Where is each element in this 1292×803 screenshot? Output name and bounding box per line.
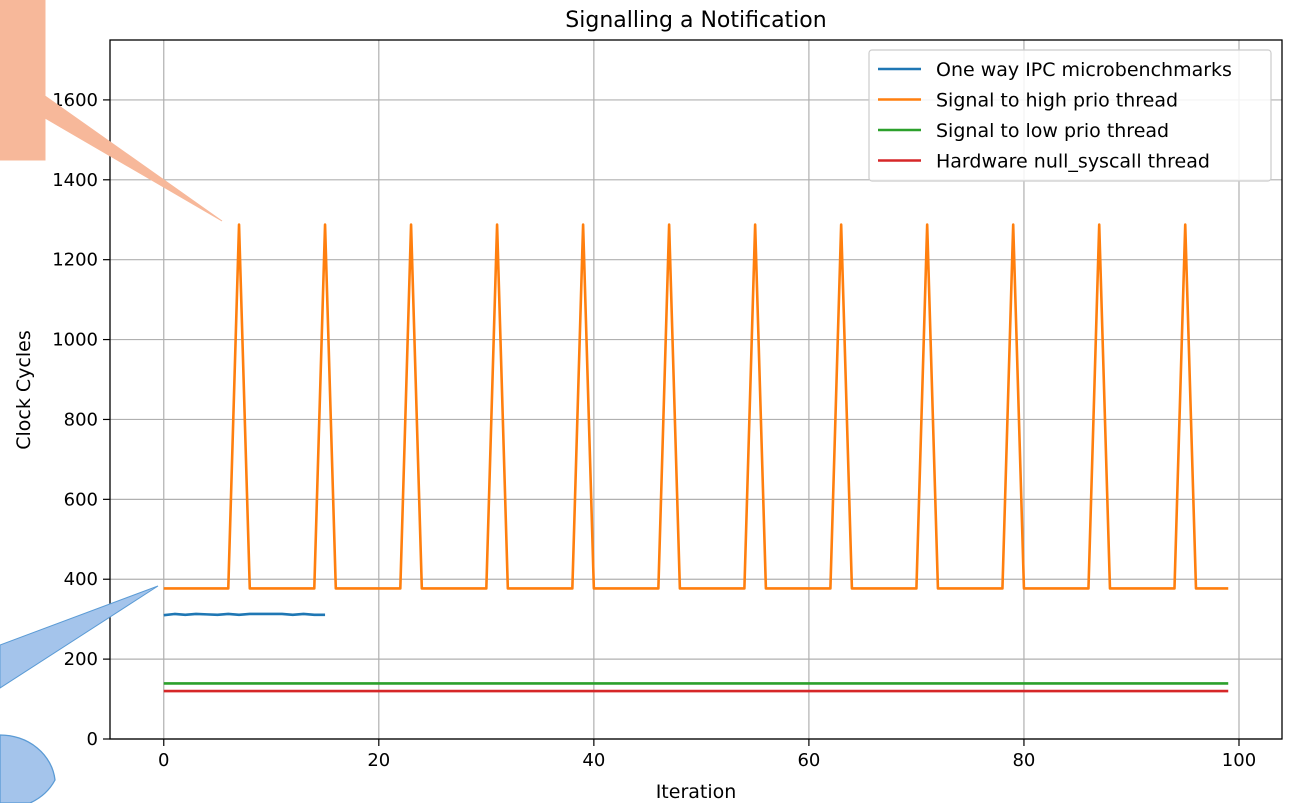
y-tick-label: 400 xyxy=(64,569,98,590)
legend-label: Hardware null_syscall thread xyxy=(936,151,1210,173)
x-tick-label: 20 xyxy=(367,750,390,771)
legend-box xyxy=(868,49,1272,182)
plot-frame xyxy=(109,39,1283,740)
y-tick-label: 600 xyxy=(64,489,98,510)
y-tick-label: 1600 xyxy=(52,90,98,111)
blue-callout-pointer xyxy=(0,585,159,689)
y-tick-label: 800 xyxy=(64,409,98,430)
series-lines xyxy=(163,223,1229,693)
x-axis-label: Iteration xyxy=(656,781,737,803)
x-tick-label: 100 xyxy=(1222,750,1256,771)
legend-label: Signal to low prio thread xyxy=(936,120,1169,142)
x-tick-label: 0 xyxy=(158,750,169,771)
series-line-1 xyxy=(163,612,326,617)
annotation-callouts xyxy=(0,0,223,803)
y-tick-label: 1400 xyxy=(52,170,98,191)
y-tick-label: 0 xyxy=(87,729,98,750)
x-tick-label: 40 xyxy=(582,750,605,771)
x-tick-label: 60 xyxy=(797,750,820,771)
chart-title: Signalling a Notification xyxy=(565,8,826,33)
salmon-callout xyxy=(0,0,223,222)
blue-ellipse-callout xyxy=(0,734,56,803)
legend-label: Signal to high prio thread xyxy=(936,90,1178,112)
y-tick-label: 1200 xyxy=(52,250,98,271)
legend-label: One way IPC microbenchmarks xyxy=(936,59,1232,81)
legend: One way IPC microbenchmarks Signal to hig… xyxy=(868,49,1272,182)
axis-ticks: 0 20 40 60 80 1000200400600800100012001400160… xyxy=(52,90,1256,771)
series-line-2 xyxy=(163,223,1229,590)
y-tick-label: 200 xyxy=(64,649,98,670)
x-tick-label: 80 xyxy=(1012,750,1035,771)
y-tick-label: 1000 xyxy=(52,330,98,351)
grid-lines xyxy=(110,40,1282,740)
y-axis-label: Clock Cycles xyxy=(13,330,35,449)
